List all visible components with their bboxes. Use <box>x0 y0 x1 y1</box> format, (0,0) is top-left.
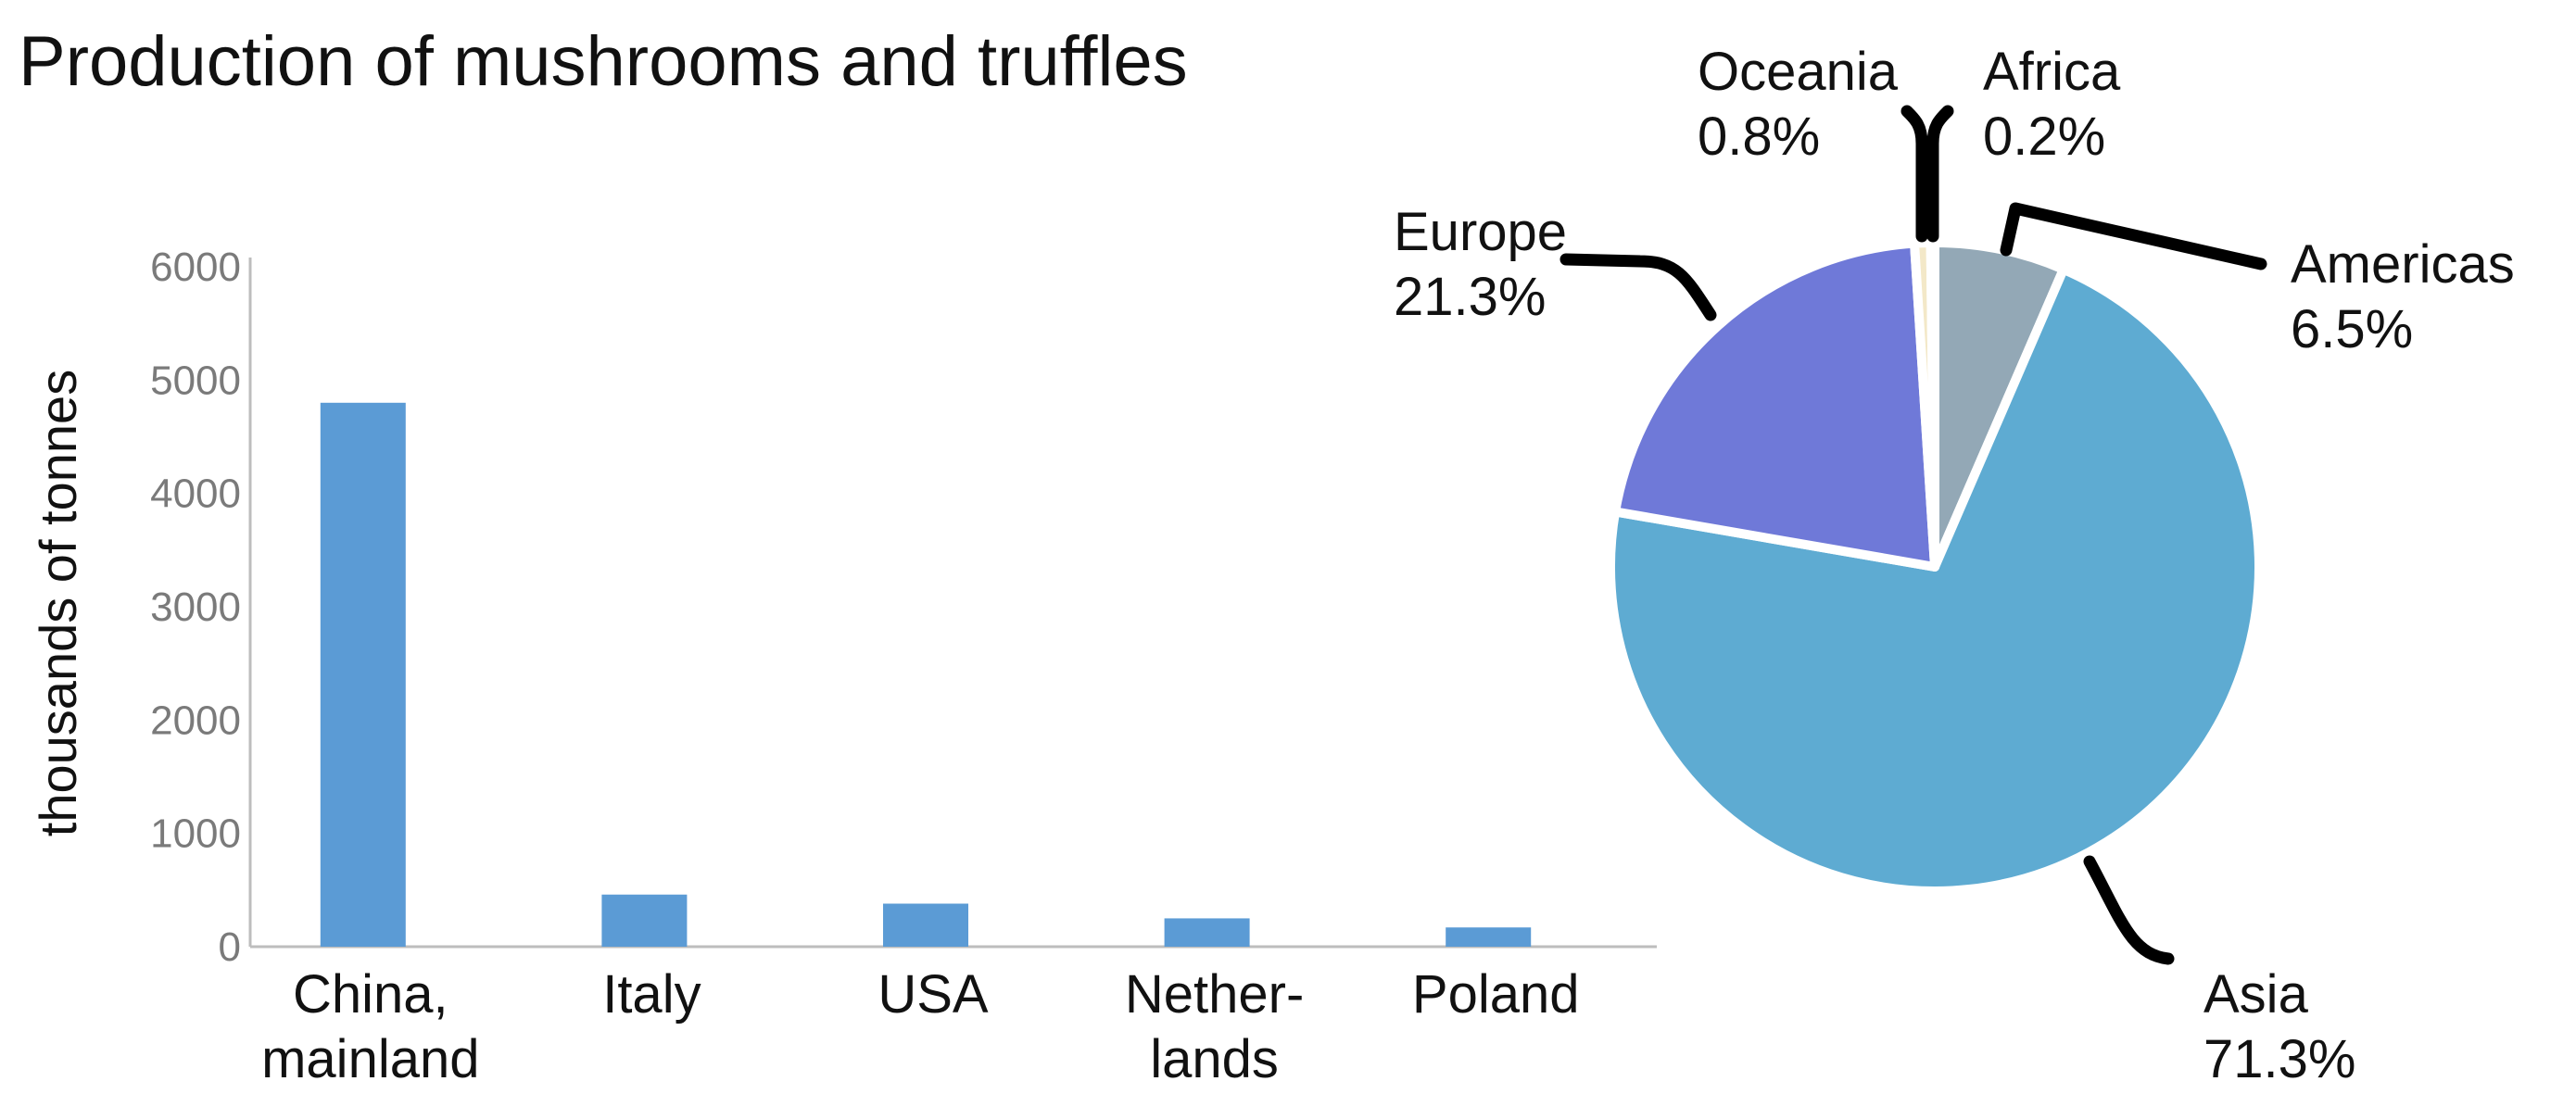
pie-slice-europe <box>1610 238 1939 572</box>
bar-chart: 0 1000 2000 3000 4000 5000 6000 China, mainland I… <box>150 245 1657 1089</box>
x-category-label: Poland <box>1412 964 1580 1025</box>
pie-slice-asia <box>1606 264 2264 896</box>
pie-label-americas-percent: 6.5% <box>2291 299 2413 359</box>
y-tick-label: 4000 <box>150 471 241 517</box>
bar <box>883 903 968 947</box>
y-tick-label: 6000 <box>150 245 241 290</box>
x-category-label: China, mainland <box>261 964 479 1089</box>
x-category-label: Nether-lands <box>1125 964 1304 1089</box>
pie-label-africa-name: Africa <box>1983 42 2121 102</box>
pie-labels: Americas6.5%Asia71.3%Europe21.3%Oceania0… <box>1394 42 2515 1089</box>
x-category-label: Italy <box>602 964 701 1025</box>
y-tick-label: 0 <box>219 924 241 970</box>
pie-label-oceania-name: Oceania <box>1698 42 1899 102</box>
pie-label-americas-name: Americas <box>2291 234 2515 295</box>
pie-label-europe-percent: 21.3% <box>1394 267 1546 327</box>
x-category-label: USA <box>878 964 989 1025</box>
pie-label-asia-name: Asia <box>2203 964 2309 1025</box>
bar <box>320 402 406 947</box>
y-axis-label: thousands of tonnes <box>29 370 87 836</box>
pie-leader-line <box>2083 855 2175 965</box>
pie-label-oceania-percent: 0.8% <box>1698 107 1820 167</box>
pie-leader-line <box>2000 202 2267 270</box>
y-tick-label: 3000 <box>150 585 241 630</box>
pie-leader-line <box>1900 105 1928 243</box>
y-tick-label: 5000 <box>150 358 241 403</box>
bar <box>1446 927 1532 947</box>
pie-label-africa-percent: 0.2% <box>1983 107 2105 167</box>
bar <box>601 894 688 947</box>
pie-chart <box>1606 238 2264 896</box>
pie-label-europe-name: Europe <box>1394 202 1567 262</box>
y-tick-label: 1000 <box>150 811 241 857</box>
bar <box>1164 918 1250 947</box>
y-tick-label: 2000 <box>150 698 241 743</box>
chart-title: Production of mushrooms and truffles <box>19 22 1188 101</box>
pie-slice-africa <box>1926 238 1939 572</box>
pie-leader-line <box>1926 105 1954 243</box>
pie-leader-line <box>1559 253 1717 321</box>
pie-label-asia-percent: 71.3% <box>2203 1029 2355 1089</box>
